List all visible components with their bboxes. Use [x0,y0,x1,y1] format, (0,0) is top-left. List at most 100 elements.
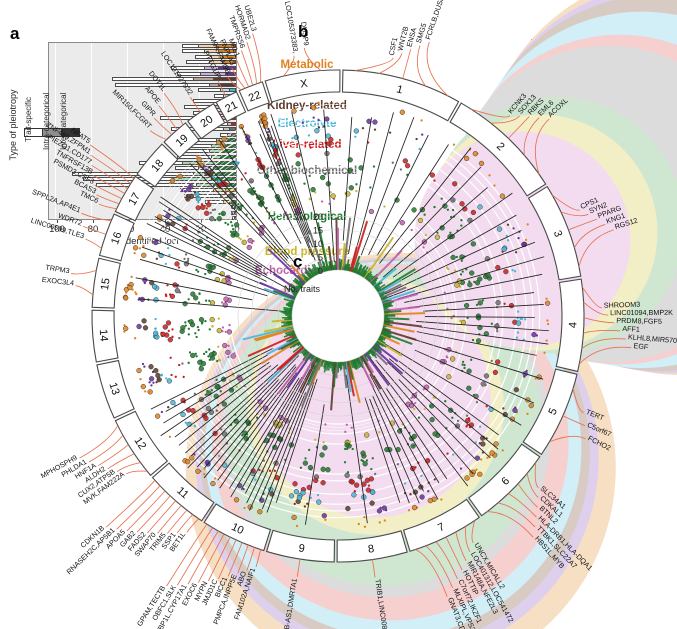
locus-point-trait-specific [329,191,332,194]
locus-point-pleiotropic [209,300,216,306]
gene-leader-line [560,211,589,217]
locus-point-trait-specific [157,378,160,381]
locus-point-trait-specific [415,391,418,394]
gene-leader-line [572,388,584,414]
locus-point-pleiotropic [475,315,482,321]
locus-point-pleiotropic [148,364,154,370]
locus-point-pleiotropic [325,181,331,187]
gene-leader-line [147,500,176,534]
locus-point-pleiotropic [470,209,477,216]
locus-point-trait-specific [436,231,439,234]
category-divider [219,197,457,435]
locus-point-trait-specific [407,509,411,512]
locus-point-pleiotropic [190,352,196,359]
category-divider [159,137,517,495]
locus-point-pleiotropic [439,225,445,231]
locus-point-pleiotropic [177,173,183,180]
locus-point-trait-specific [459,467,463,470]
locus-point-trait-specific [459,319,462,323]
locus-point-pleiotropic [141,252,147,258]
gene-leader-line [75,285,94,296]
locus-connector-line [195,160,288,262]
locus-point-trait-specific [314,438,317,441]
panel-c-trait-bar [327,246,334,271]
locus-point-trait-specific [414,401,417,405]
bar-segment-inter-categorical [218,66,236,70]
band-divider [226,204,450,428]
panel-c-trait-bar [380,286,407,300]
locus-connector-line [424,316,535,318]
panel-c-trait-bar [375,340,384,348]
locus-point-pleiotropic [292,481,298,487]
locus-point-trait-specific [372,165,376,168]
locus-point-trait-specific [235,385,238,388]
gene-leader-line [85,238,102,249]
locus-point-trait-specific [252,240,255,243]
locus-point-trait-specific [204,393,207,396]
gene-leader-line [464,526,471,553]
locus-point-trait-specific [461,270,464,273]
locus-point-trait-specific [456,419,460,422]
locus-point-pleiotropic [291,514,297,521]
locus-point-trait-specific [184,324,187,327]
chromosome-label: 20 [199,113,216,130]
bar-chart-gridline [127,43,128,219]
locus-point-trait-specific [524,318,527,321]
chromosome-box-19 [163,122,200,159]
locus-point-trait-specific [139,377,142,381]
category-divider [209,187,467,445]
locus-point-trait-specific [232,374,235,377]
locus-point-pleiotropic [344,472,350,479]
x-axis-tick [201,220,202,223]
locus-point-pleiotropic [459,201,465,207]
locus-connector-line [360,116,415,256]
locus-point-pleiotropic [477,204,483,210]
locus-point-trait-specific [493,184,496,187]
gene-leader-line [187,530,219,585]
gene-leader-line [283,55,295,77]
locus-point-trait-specific [423,408,426,411]
panel-c-trait-bar [364,352,390,387]
locus-connector-line [163,355,273,424]
chromosome-label: 21 [223,99,239,115]
panel-c-trait-bar [363,236,395,279]
locus-point-pleiotropic [494,323,500,329]
locus-point-trait-specific [231,388,234,392]
chromosome-label: 9 [298,542,306,555]
locus-point-trait-specific [447,267,450,271]
locus-point-pleiotropic [205,405,212,412]
gene-leader-line [81,212,112,222]
gene-leader-line [526,473,539,498]
panel-c-trait-bar [330,361,336,411]
locus-point-trait-specific [412,445,415,448]
locus-point-pleiotropic [195,205,201,211]
locus-point-trait-specific [130,275,133,278]
chromosome-box-12 [114,410,169,477]
locus-point-trait-specific [481,299,485,302]
locus-point-pleiotropic [429,403,435,409]
locus-point-trait-specific [169,356,172,359]
gene-leader-line [551,194,580,211]
locus-point-trait-specific [522,338,525,341]
locus-point-trait-specific [415,137,418,141]
chromosome-label: 10 [229,521,245,537]
locus-connector-line [407,292,535,309]
locus-point-trait-specific [413,407,416,411]
locus-point-pleiotropic [322,445,328,451]
panel-c-trait-bar [299,356,319,394]
panel-c-trait-bar [360,355,382,390]
locus-point-pleiotropic [214,384,220,390]
locus-point-trait-specific [164,293,168,296]
panel-c-trait-bar [316,222,330,272]
locus-point-trait-specific [317,126,321,129]
locus-point-trait-specific [196,270,200,273]
locus-connector-line [241,126,302,244]
category-legend-label: Kidney-related [267,100,347,112]
locus-point-pleiotropic [169,293,176,300]
locus-point-pleiotropic [499,193,506,199]
locus-point-trait-specific [174,375,177,378]
locus-point-trait-specific [206,389,209,393]
x-axis-tick-label: 100 [49,224,65,235]
locus-point-trait-specific [501,449,504,452]
locus-point-trait-specific [308,197,312,200]
